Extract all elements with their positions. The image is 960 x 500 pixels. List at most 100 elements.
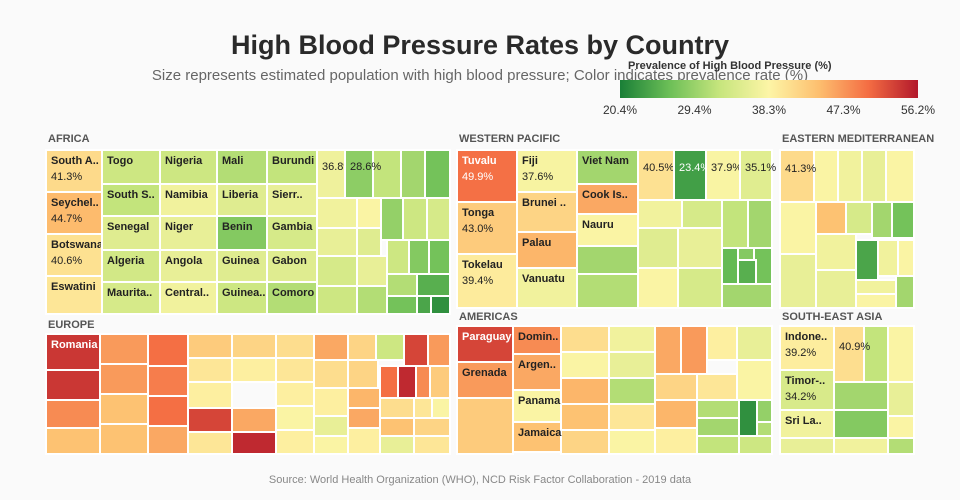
- treemap-tile[interactable]: [356, 227, 382, 257]
- treemap-tile[interactable]: [275, 333, 315, 359]
- treemap-tile[interactable]: [99, 423, 149, 455]
- treemap-tile[interactable]: [637, 149, 675, 201]
- treemap-tile[interactable]: [379, 397, 415, 419]
- treemap-tile[interactable]: [779, 253, 817, 309]
- treemap-tile[interactable]: [379, 365, 399, 399]
- treemap-tile[interactable]: [871, 201, 893, 239]
- treemap-tile[interactable]: [347, 387, 381, 409]
- treemap-tile[interactable]: [738, 399, 758, 437]
- treemap-tile[interactable]: [747, 199, 773, 249]
- treemap-tile[interactable]: [738, 435, 773, 455]
- treemap-tile[interactable]: [216, 183, 268, 217]
- treemap-tile[interactable]: [845, 201, 873, 235]
- treemap-tile[interactable]: [99, 393, 149, 425]
- treemap-tile[interactable]: [316, 255, 358, 287]
- treemap-tile[interactable]: [187, 381, 233, 409]
- treemap-tile[interactable]: [721, 199, 749, 249]
- treemap-tile[interactable]: [560, 351, 610, 379]
- treemap-tile[interactable]: [516, 231, 578, 269]
- treemap-tile[interactable]: [512, 421, 562, 453]
- treemap-tile[interactable]: [608, 403, 656, 431]
- treemap-tile[interactable]: [347, 427, 381, 455]
- treemap-tile[interactable]: [456, 253, 518, 309]
- treemap-tile[interactable]: [887, 381, 915, 417]
- treemap-tile[interactable]: [347, 407, 381, 429]
- treemap-tile[interactable]: [386, 273, 418, 297]
- treemap-tile[interactable]: [456, 201, 518, 255]
- treemap-tile[interactable]: [637, 199, 683, 229]
- treemap-tile[interactable]: [316, 227, 358, 257]
- treemap-tile[interactable]: [512, 353, 562, 391]
- treemap-tile[interactable]: [833, 325, 865, 383]
- treemap-tile[interactable]: [608, 351, 656, 379]
- treemap-tile[interactable]: [313, 415, 349, 437]
- treemap-tile[interactable]: [576, 273, 639, 309]
- treemap-tile[interactable]: [779, 409, 835, 439]
- treemap-tile[interactable]: [837, 149, 863, 203]
- treemap-tile[interactable]: [895, 275, 915, 309]
- treemap-tile[interactable]: [275, 357, 315, 383]
- treemap-tile[interactable]: [431, 397, 451, 419]
- treemap-tile[interactable]: [833, 437, 889, 455]
- treemap-tile[interactable]: [372, 149, 402, 199]
- treemap-tile[interactable]: [375, 333, 405, 361]
- treemap-tile[interactable]: [560, 377, 610, 405]
- treemap-tile[interactable]: [408, 239, 430, 275]
- treemap-tile[interactable]: [696, 399, 740, 419]
- treemap-tile[interactable]: [101, 281, 161, 315]
- treemap-tile[interactable]: [45, 427, 101, 455]
- treemap-tile[interactable]: [316, 197, 358, 229]
- treemap-tile[interactable]: [428, 239, 451, 275]
- treemap-tile[interactable]: [815, 269, 857, 309]
- treemap-tile[interactable]: [877, 239, 899, 277]
- treemap-tile[interactable]: [416, 273, 451, 297]
- treemap-tile[interactable]: [456, 361, 514, 399]
- treemap-tile[interactable]: [45, 233, 103, 277]
- treemap-tile[interactable]: [356, 285, 388, 315]
- treemap-tile[interactable]: [736, 325, 773, 361]
- treemap-tile[interactable]: [721, 283, 773, 309]
- treemap-tile[interactable]: [424, 149, 451, 199]
- treemap-tile[interactable]: [560, 429, 610, 455]
- treemap-tile[interactable]: [863, 325, 889, 383]
- treemap-tile[interactable]: [885, 149, 915, 203]
- treemap-tile[interactable]: [654, 373, 698, 401]
- treemap-tile[interactable]: [187, 357, 233, 383]
- treemap-tile[interactable]: [99, 333, 149, 365]
- treemap-tile[interactable]: [430, 295, 451, 315]
- treemap-tile[interactable]: [706, 325, 738, 361]
- treemap-tile[interactable]: [344, 149, 374, 199]
- treemap-tile[interactable]: [266, 183, 318, 217]
- treemap-tile[interactable]: [45, 333, 101, 371]
- treemap-tile[interactable]: [456, 397, 514, 455]
- treemap-tile[interactable]: [429, 365, 451, 399]
- treemap-tile[interactable]: [347, 333, 377, 361]
- treemap-tile[interactable]: [696, 373, 738, 401]
- treemap-tile[interactable]: [861, 149, 887, 203]
- treemap-tile[interactable]: [426, 197, 451, 241]
- treemap-tile[interactable]: [101, 249, 161, 283]
- treemap-tile[interactable]: [516, 267, 578, 309]
- treemap-tile[interactable]: [316, 149, 346, 199]
- treemap-tile[interactable]: [313, 333, 349, 361]
- treemap-tile[interactable]: [45, 275, 103, 315]
- treemap-tile[interactable]: [413, 435, 451, 455]
- treemap-tile[interactable]: [673, 149, 707, 201]
- treemap-tile[interactable]: [427, 333, 451, 367]
- treemap-tile[interactable]: [187, 431, 233, 455]
- treemap-tile[interactable]: [415, 365, 431, 399]
- treemap-tile[interactable]: [313, 359, 349, 389]
- treemap-tile[interactable]: [887, 325, 915, 383]
- treemap-tile[interactable]: [216, 281, 268, 315]
- treemap-tile[interactable]: [887, 437, 915, 455]
- treemap-tile[interactable]: [855, 279, 897, 295]
- treemap-tile[interactable]: [887, 415, 915, 439]
- treemap-tile[interactable]: [147, 395, 189, 427]
- treemap-tile[interactable]: [313, 387, 349, 417]
- treemap-tile[interactable]: [756, 421, 773, 437]
- treemap-tile[interactable]: [99, 363, 149, 395]
- treemap-tile[interactable]: [187, 407, 233, 433]
- treemap-tile[interactable]: [231, 333, 277, 359]
- treemap-tile[interactable]: [275, 405, 315, 431]
- treemap-tile[interactable]: [608, 325, 656, 353]
